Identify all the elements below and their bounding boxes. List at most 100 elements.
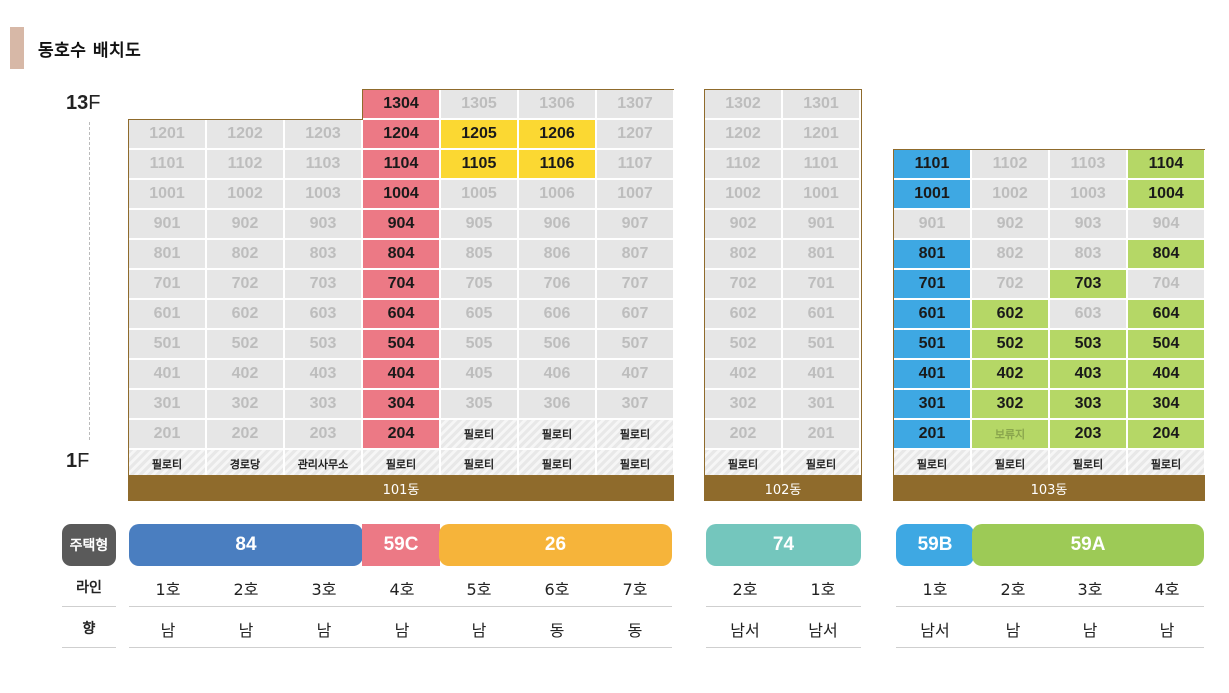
unit-cell: 705 <box>441 270 519 300</box>
unit-cell: 404 <box>1128 360 1206 390</box>
unit-cell: 303 <box>1050 390 1128 420</box>
unit-cell: 402 <box>705 360 783 390</box>
unit-cell: 203 <box>285 420 363 450</box>
unit-cell: 1001 <box>129 180 207 210</box>
floor-row: 402 401 <box>705 360 861 390</box>
floor-row: 801 802 803 804 <box>894 240 1206 270</box>
unit-cell: 503 <box>1050 330 1128 360</box>
type-pill-84: 84 <box>129 524 363 566</box>
floor-row: 902 901 <box>705 210 861 240</box>
line-cell: 1호 <box>155 580 181 599</box>
direction-cell: 남서 <box>730 621 760 640</box>
floor-row: 601 602 603 604 605 606 607 <box>129 300 675 330</box>
unit-cell: 1007 <box>597 180 675 210</box>
direction-cell: 남 <box>316 621 332 640</box>
unit-cell: 704 <box>1128 270 1206 300</box>
unit-cell: 1101 <box>783 150 861 180</box>
type-pill-74: 74 <box>706 524 861 566</box>
unit-cell: 1304 <box>363 90 441 120</box>
line-cell: 2호 <box>732 580 758 599</box>
direction-row-label: 향 <box>82 621 96 637</box>
unit-cell: 1101 <box>894 150 972 180</box>
building-102-grid: 1302 1301 1202 1201 1102 1101 1002 1001 902 901 80… <box>705 90 861 480</box>
unit-cell: 603 <box>285 300 363 330</box>
line-cell: 6호 <box>544 580 570 599</box>
unit-cell: 501 <box>894 330 972 360</box>
unit-cell: 1001 <box>783 180 861 210</box>
unit-cell: 804 <box>1128 240 1206 270</box>
unit-cell: 1107 <box>597 150 675 180</box>
floor-row: 1102 1101 <box>705 150 861 180</box>
floor-row: 701 702 703 704 <box>894 270 1206 300</box>
unit-cell: 202 <box>207 420 285 450</box>
direction-cell: 남 <box>1005 621 1021 640</box>
unit-cell: 1006 <box>519 180 597 210</box>
unit-cell: 803 <box>285 240 363 270</box>
floor-axis <box>89 122 90 440</box>
floor-row: 201 보류지 203 204 <box>894 420 1206 450</box>
unit-cell: 1207 <box>597 120 675 150</box>
unit-cell: 401 <box>783 360 861 390</box>
unit-cell: 1302 <box>705 90 783 120</box>
floor-row: 1101 1102 1103 1104 1105 1106 1107 <box>129 150 675 180</box>
unit-cell: 504 <box>363 330 441 360</box>
unit-cell: 807 <box>597 240 675 270</box>
unit-cell: 406 <box>519 360 597 390</box>
empty-slot <box>285 90 363 120</box>
building-103-name: 103동 <box>893 475 1205 501</box>
unit-cell: 1003 <box>1050 180 1128 210</box>
direction-cell: 남 <box>1159 621 1175 640</box>
divider <box>706 606 861 607</box>
building-101-name: 101동 <box>128 475 674 501</box>
unit-cell: 301 <box>129 390 207 420</box>
unit-cell: 1203 <box>285 120 363 150</box>
unit-cell: 502 <box>705 330 783 360</box>
unit-cell: 201 <box>129 420 207 450</box>
unit-cell: 706 <box>519 270 597 300</box>
unit-cell: 201 <box>894 420 972 450</box>
unit-cell: 302 <box>207 390 285 420</box>
floor-row: 302 301 <box>705 390 861 420</box>
unit-cell: 1105 <box>441 150 519 180</box>
building-102: 1302 1301 1202 1201 1102 1101 1002 1001 902 901 80… <box>704 89 862 501</box>
floor-row: 401 402 403 404 405 406 407 <box>129 360 675 390</box>
unit-cell: 1003 <box>285 180 363 210</box>
floor-row: 801 802 803 804 805 806 807 <box>129 240 675 270</box>
unit-cell: 1201 <box>783 120 861 150</box>
unit-cell: 707 <box>597 270 675 300</box>
empty-slot <box>129 90 207 120</box>
unit-cell: 402 <box>207 360 285 390</box>
unit-cell: 901 <box>129 210 207 240</box>
unit-cell: 802 <box>207 240 285 270</box>
unit-cell: 602 <box>705 300 783 330</box>
unit-cell: 301 <box>894 390 972 420</box>
floor-label-bottom: 1F <box>66 450 90 472</box>
pilotis-cell: 필로티 <box>597 420 675 450</box>
building-101: 1304 1305 1306 1307 1201 1202 1203 1204 1205 1206… <box>128 89 675 501</box>
unit-cell: 306 <box>519 390 597 420</box>
unit-cell: 1202 <box>705 120 783 150</box>
unit-cell: 202 <box>705 420 783 450</box>
divider <box>62 606 116 607</box>
floor-row: 802 801 <box>705 240 861 270</box>
type-pill-59b: 59B <box>896 524 974 566</box>
unit-cell: 1102 <box>705 150 783 180</box>
floor-row: 1302 1301 <box>705 90 861 120</box>
floor-row: 1202 1201 <box>705 120 861 150</box>
empty-slot <box>207 90 285 120</box>
unit-cell: 801 <box>129 240 207 270</box>
building-102-name: 102동 <box>704 475 862 501</box>
unit-cell: 1103 <box>1050 150 1128 180</box>
unit-cell: 305 <box>441 390 519 420</box>
building-103-grid: 1101 1102 1103 1104 1001 1002 1003 1004 901 902 90… <box>894 150 1206 480</box>
unit-cell: 703 <box>1050 270 1128 300</box>
unit-cell: 302 <box>705 390 783 420</box>
type-pill-26: 26 <box>439 524 672 566</box>
unit-cell: 507 <box>597 330 675 360</box>
direction-cell: 동 <box>627 621 643 640</box>
unit-cell: 904 <box>1128 210 1206 240</box>
unit-cell: 1102 <box>207 150 285 180</box>
unit-cell: 501 <box>783 330 861 360</box>
unit-cell: 802 <box>972 240 1050 270</box>
direction-cell: 남서 <box>808 621 838 640</box>
